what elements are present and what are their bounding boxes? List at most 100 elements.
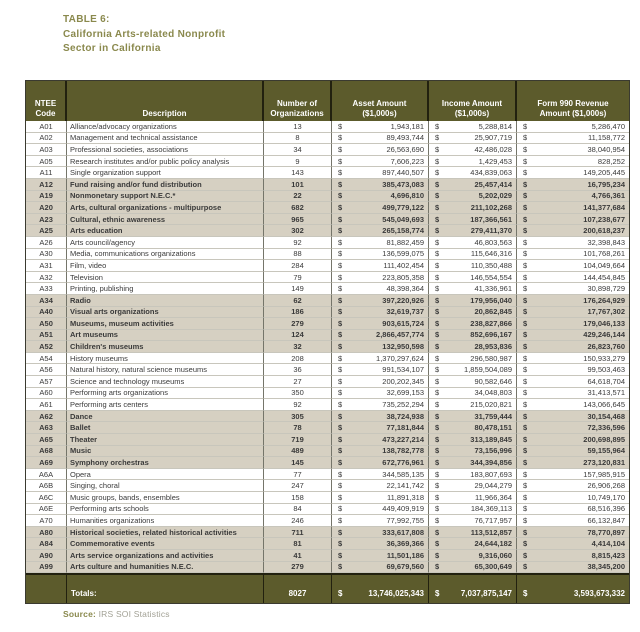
org-count-cell: 84 (264, 503, 332, 516)
table-row-A52: A52 Children's museums 32 $132,950,598 $28,9… (26, 341, 629, 353)
income-cell: $434,839,063 (429, 167, 517, 179)
ntee-code-cell: A52 (26, 341, 67, 353)
description-cell: Museums, museum activities (67, 318, 264, 330)
table-row-A01: A01 Alliance/advocacy organizations 13 $1,9… (26, 121, 629, 133)
org-count-cell: 302 (264, 225, 332, 237)
asset-cell-value: 2,866,457,774 (376, 330, 424, 340)
asset-cell: $473,227,214 (332, 434, 429, 446)
ntee-code-cell: A25 (26, 225, 67, 237)
asset-cell: $7,606,223 (332, 155, 429, 168)
description-cell: Ballet (67, 422, 264, 435)
revenue-cell: $4,766,361 (517, 191, 629, 203)
column-header-form990-revenue: Form 990 Revenue Amount ($1,000s) (537, 99, 609, 118)
income-cell: $25,457,414 (429, 178, 517, 191)
revenue-cell-value: 144,454,845 (583, 272, 625, 282)
currency-symbol: $ (338, 202, 343, 212)
income-cell: $25,907,719 (429, 132, 517, 145)
description-cell: History museums (67, 352, 264, 365)
currency-symbol: $ (523, 226, 528, 236)
asset-cell-value: 7,606,223 (390, 156, 424, 166)
description-cell: Science and technology museums (67, 376, 264, 388)
revenue-cell: $179,046,133 (517, 318, 629, 330)
income-cell-value: 211,102,268 (470, 202, 512, 212)
totals-asset-value: 13,746,025,343 (368, 589, 424, 599)
revenue-cell-value: 26,823,760 (587, 342, 625, 352)
income-cell-value: 28,953,836 (474, 342, 512, 352)
currency-symbol: $ (523, 469, 528, 479)
table-title: TABLE 6: California Arts-related Nonprof… (63, 13, 225, 57)
table-row-A23: A23 Cultural, ethnic awareness 965 $545,049… (26, 213, 629, 226)
income-cell: $115,646,316 (429, 248, 517, 261)
revenue-cell: $150,933,279 (517, 353, 629, 365)
currency-symbol: $ (523, 539, 528, 549)
table-row-A26: A26 Arts council/agency 92 $81,882,459 $46,8… (26, 236, 629, 249)
ntee-code-cell: A02 (26, 132, 67, 145)
org-count-cell: 279 (264, 561, 332, 574)
description-cell: Music (67, 445, 264, 458)
income-cell: $5,288,814 (429, 121, 517, 133)
income-cell: $80,478,151 (429, 422, 517, 435)
asset-cell: $81,882,459 (332, 236, 429, 249)
revenue-cell-value: 11,158,772 (588, 133, 625, 143)
description-cell: Management and technical assistance (67, 132, 264, 145)
column-header-organizations: Number of Organizations (264, 81, 332, 121)
currency-symbol: $ (523, 121, 528, 131)
revenue-cell-value: 179,046,133 (583, 318, 625, 328)
totals-code-cell (26, 575, 67, 604)
revenue-cell: $68,516,396 (517, 504, 629, 516)
table-row-A65: A65 Theater 719 $473,227,214 $313,189,845 $20… (26, 434, 629, 446)
description-cell: Printing, publishing (67, 283, 264, 295)
asset-cell-value: 4,696,810 (390, 191, 424, 201)
revenue-cell-value: 30,154,468 (587, 411, 625, 421)
org-count-cell: 284 (264, 260, 332, 272)
currency-symbol: $ (338, 400, 343, 410)
ntee-code-cell: A60 (26, 387, 67, 400)
asset-cell-value: 897,440,507 (382, 168, 424, 178)
table-row-A60: A60 Performing arts organizations 350 $32,6… (26, 387, 629, 400)
currency-symbol: $ (523, 589, 528, 599)
currency-symbol: $ (338, 411, 343, 421)
asset-cell-value: 11,501,186 (386, 550, 424, 560)
ntee-code-cell: A6A (26, 468, 67, 481)
income-cell-value: 296,580,987 (470, 353, 512, 363)
revenue-cell-value: 30,898,729 (587, 284, 625, 294)
asset-cell-value: 1,943,181 (390, 121, 424, 131)
asset-cell-value: 385,473,083 (382, 179, 424, 189)
description-cell: Natural history, natural science museums (67, 364, 264, 377)
description-cell: Fund raising and/or fund distribution (67, 178, 264, 191)
currency-symbol: $ (523, 133, 528, 143)
revenue-cell-value: 150,933,279 (583, 353, 625, 363)
income-cell: $279,411,370 (429, 225, 517, 237)
revenue-cell: $32,398,843 (517, 237, 629, 249)
currency-symbol: $ (338, 589, 343, 599)
org-count-cell: 92 (264, 399, 332, 411)
currency-symbol: $ (338, 144, 343, 154)
asset-cell: $38,724,938 (332, 410, 429, 423)
asset-cell: $735,252,294 (332, 399, 429, 411)
income-cell-value: 46,803,563 (474, 237, 512, 247)
ntee-code-cell: A6E (26, 503, 67, 516)
currency-symbol: $ (435, 272, 440, 282)
income-cell-value: 852,696,167 (470, 330, 512, 340)
currency-symbol: $ (523, 330, 528, 340)
currency-symbol: $ (523, 307, 528, 317)
currency-symbol: $ (435, 295, 440, 305)
revenue-cell: $149,205,445 (517, 167, 629, 179)
asset-cell: $897,440,507 (332, 167, 429, 179)
currency-symbol: $ (523, 191, 528, 201)
org-count-cell: 62 (264, 294, 332, 307)
description-cell: Professional societies, associations (67, 144, 264, 156)
currency-symbol: $ (435, 156, 440, 166)
income-cell-value: 24,644,182 (474, 539, 512, 549)
revenue-cell: $11,158,772 (517, 133, 629, 145)
currency-symbol: $ (435, 365, 440, 375)
revenue-cell-value: 4,414,104 (591, 539, 625, 549)
table-row-A12: A12 Fund raising and/or fund distribution… (26, 178, 629, 191)
description-cell: Music groups, bands, ensembles (67, 492, 264, 504)
org-count-cell: 101 (264, 178, 332, 191)
asset-cell-value: 397,220,926 (382, 295, 424, 305)
currency-symbol: $ (338, 481, 343, 491)
income-cell: $76,717,957 (429, 515, 517, 527)
totals-income-value: 7,037,875,147 (460, 589, 512, 599)
